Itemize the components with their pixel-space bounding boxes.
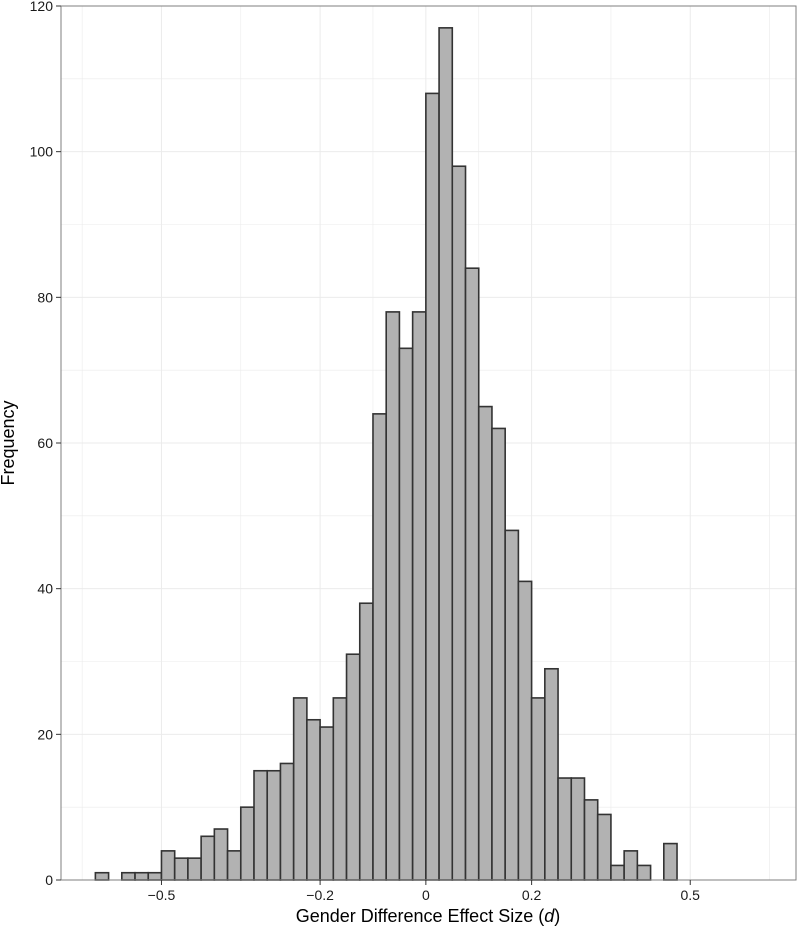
histogram-bar (583, 799, 599, 881)
y-tick-label: 60 (37, 435, 53, 451)
histogram-bar (530, 697, 546, 881)
histogram-bar (147, 871, 163, 881)
histogram-bar (385, 311, 401, 881)
histogram-bar (438, 27, 454, 881)
y-tick-label: 100 (30, 144, 54, 160)
histogram-bar (94, 871, 110, 881)
histogram-bar (477, 405, 493, 881)
histogram-bar (570, 777, 586, 881)
histogram-bar (306, 718, 321, 881)
y-tick-label: 0 (45, 872, 53, 888)
histogram-bar (253, 769, 269, 881)
histogram-bar (200, 835, 216, 881)
x-axis-title: Gender Difference Effect Size (d) (296, 906, 560, 926)
y-tick-label: 40 (37, 581, 53, 597)
x-axis-title-text: Gender Difference Effect Size ( (296, 906, 544, 926)
histogram-bar (663, 842, 678, 881)
histogram-bar (266, 769, 282, 881)
x-tick-label: 0.2 (522, 887, 542, 903)
histogram-bar (517, 580, 533, 881)
histogram-bar (411, 311, 427, 881)
histogram-bar (358, 602, 374, 881)
x-tick-label: 0.5 (681, 887, 701, 903)
histogram-bar (173, 857, 189, 881)
histogram-bar (319, 726, 335, 881)
histogram-bar (425, 92, 440, 881)
histogram-bar (610, 864, 625, 881)
histogram-bar (134, 871, 150, 881)
histogram-bar (398, 347, 414, 881)
histogram-bar (464, 267, 480, 881)
histogram-bar (279, 762, 295, 881)
histogram-bar (557, 777, 573, 881)
tick-labels: 0 20 40 60 80 100 120 −0.5 −0.2 0 0.2 0.5 (30, 0, 701, 903)
histogram-bar (226, 850, 242, 881)
histogram-bar (292, 697, 308, 881)
histogram-bar (623, 850, 639, 881)
y-tick-label: 20 (37, 726, 53, 742)
x-tick-label: −0.2 (306, 887, 334, 903)
axis-ticks (56, 5, 691, 885)
histogram-bar (636, 864, 652, 881)
histogram-bar (544, 667, 559, 881)
histogram-bar (491, 427, 506, 881)
histogram-bar (596, 813, 612, 881)
x-axis-title-suffix: ) (554, 906, 560, 926)
histogram-bar (121, 871, 136, 881)
x-tick-label: −0.5 (148, 887, 176, 903)
y-tick-label: 80 (37, 289, 53, 305)
x-axis-title-italic: d (544, 906, 555, 926)
histogram-bar (372, 413, 387, 881)
histogram-bar (451, 165, 467, 881)
x-tick-label: 0 (422, 887, 430, 903)
histogram-bar (504, 529, 520, 881)
histogram-bar (160, 850, 176, 881)
histogram-bar (239, 806, 255, 881)
histogram-bars (94, 27, 678, 881)
histogram-bar (345, 653, 361, 881)
histogram-bar (187, 857, 202, 881)
y-axis-title: Frequency (0, 400, 18, 485)
histogram-bar (332, 697, 348, 881)
histogram-bar (213, 828, 229, 881)
y-tick-label: 120 (30, 0, 54, 14)
